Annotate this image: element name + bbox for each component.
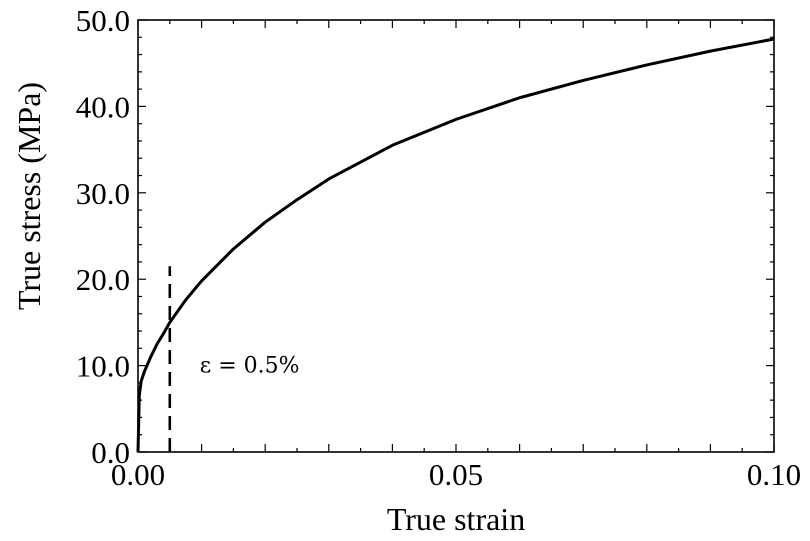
- y-axis-title: True stress (MPa): [11, 82, 47, 310]
- x-axis-title: True strain: [387, 501, 525, 537]
- y-tick-label: 20.0: [76, 262, 130, 297]
- x-tick-label: 0.10: [747, 457, 801, 492]
- strain-annotation-label: ε = 0.5%: [200, 354, 300, 379]
- plot-frame: [137, 19, 775, 453]
- x-tick-label: 0.05: [429, 457, 483, 492]
- y-tick-label: 40.0: [76, 89, 130, 124]
- axis-ticks: [137, 19, 775, 453]
- y-tick-label: 10.0: [76, 349, 130, 384]
- series-line: [136, 37, 775, 453]
- series-layer: [136, 37, 775, 453]
- x-tick-label: 0.00: [111, 457, 165, 492]
- plot-area: [137, 19, 775, 453]
- y-tick-label: 30.0: [76, 176, 130, 211]
- y-tick-label: 50.0: [76, 3, 130, 38]
- tick-labels: 0.00 0.05 0.10 0.0 10.0 20.0 30.0 40.0 50.0: [76, 3, 801, 492]
- annotation-layer: ε = 0.5%: [168, 266, 300, 452]
- y-tick-label: 0.0: [91, 435, 130, 470]
